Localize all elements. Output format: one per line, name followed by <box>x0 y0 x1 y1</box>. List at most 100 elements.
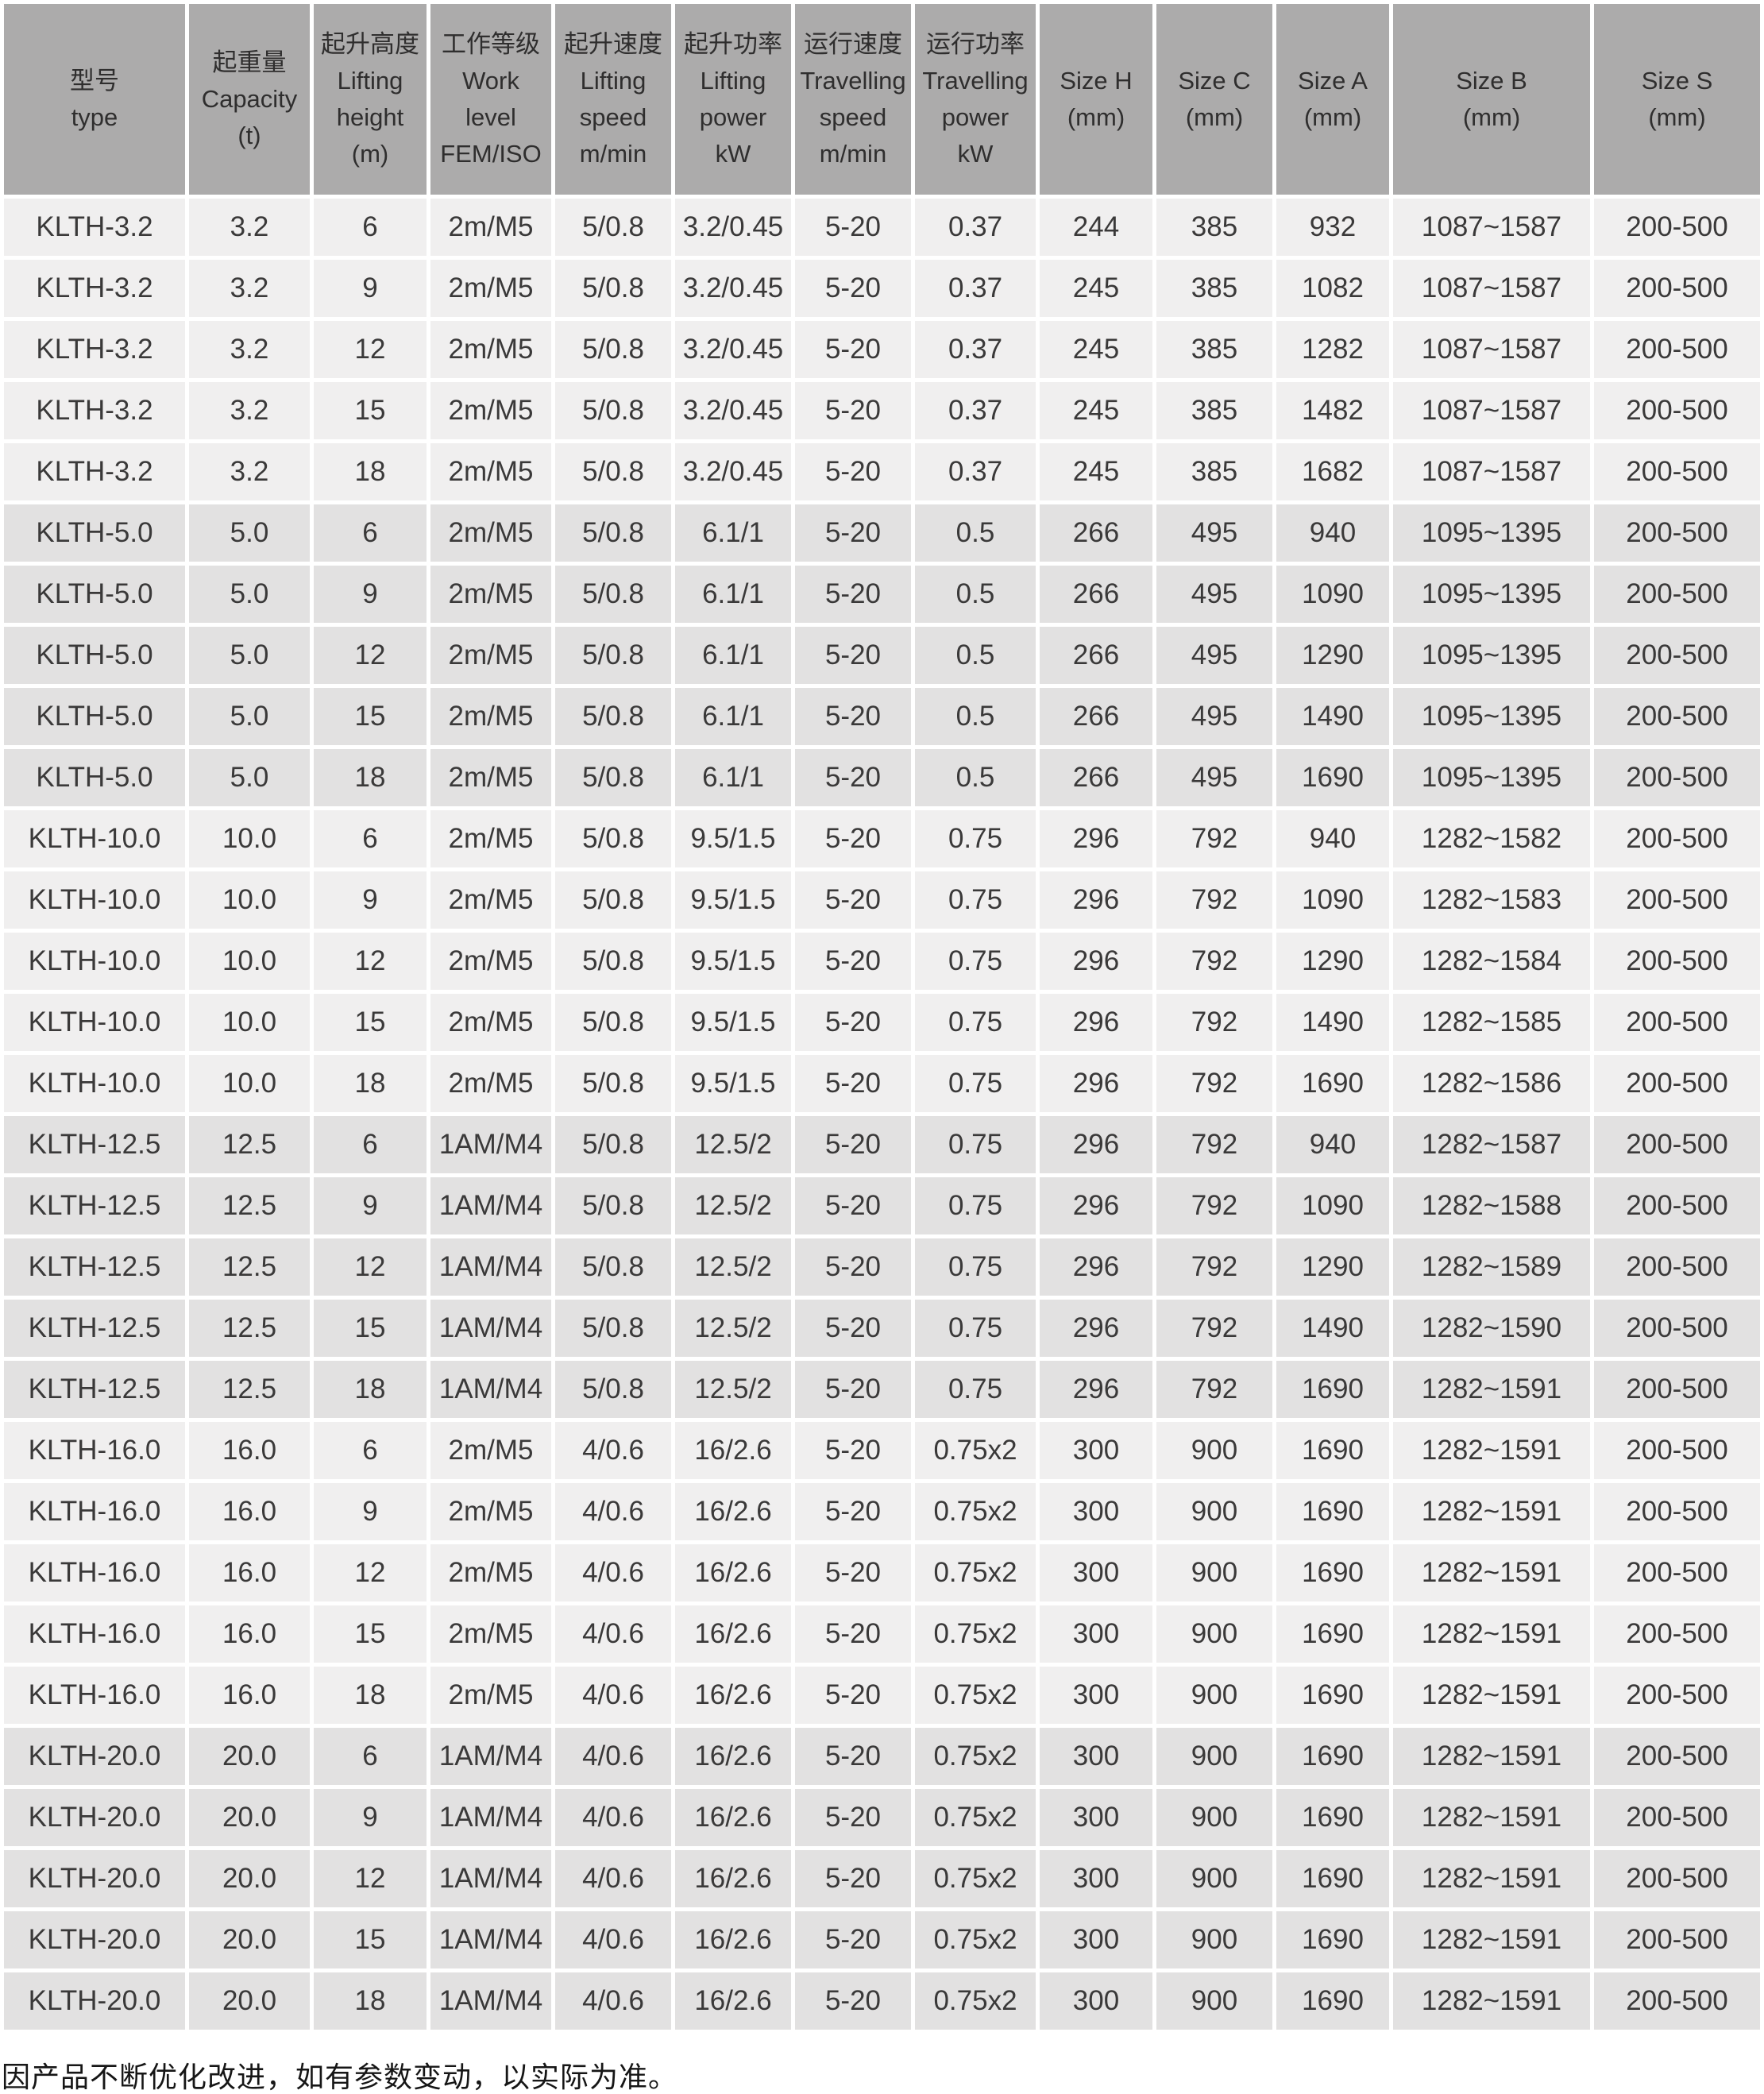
header-line: (t) <box>237 122 261 149</box>
cell-size-a: 1690 <box>1276 749 1389 806</box>
cell-size-h: 245 <box>1040 382 1152 439</box>
cell-type: KLTH-20.0 <box>4 1850 185 1907</box>
column-header-lifting-speed: 起升速度 Lifting speed m/min <box>555 4 671 195</box>
cell-work-level: 2m/M5 <box>430 1605 551 1663</box>
cell-capacity: 10.0 <box>189 810 310 867</box>
cell-travelling-speed: 5-20 <box>795 1116 911 1173</box>
cell-size-c: 495 <box>1156 749 1272 806</box>
cell-size-b: 1282~1591 <box>1393 1789 1590 1846</box>
cell-lifting-speed: 5/0.8 <box>555 871 671 929</box>
cell-work-level: 2m/M5 <box>430 994 551 1051</box>
column-header-size-a: Size A (mm) <box>1276 4 1389 195</box>
cell-capacity: 16.0 <box>189 1483 310 1540</box>
cell-work-level: 1AM/M4 <box>430 1850 551 1907</box>
cell-type: KLTH-12.5 <box>4 1177 185 1234</box>
cell-lifting-power: 6.1/1 <box>675 627 791 684</box>
cell-size-b: 1282~1585 <box>1393 994 1590 1051</box>
cell-travelling-power: 0.75 <box>915 1177 1036 1234</box>
cell-size-h: 266 <box>1040 504 1152 562</box>
cell-travelling-speed: 5-20 <box>795 504 911 562</box>
cell-lifting-speed: 5/0.8 <box>555 504 671 562</box>
cell-size-b: 1282~1591 <box>1393 1911 1590 1968</box>
cell-size-h: 245 <box>1040 443 1152 500</box>
cell-size-c: 900 <box>1156 1728 1272 1785</box>
cell-capacity: 20.0 <box>189 1972 310 2030</box>
header-line: 运行功率 <box>926 30 1025 58</box>
cell-work-level: 2m/M5 <box>430 382 551 439</box>
cell-type: KLTH-5.0 <box>4 688 185 745</box>
cell-lifting-power: 16/2.6 <box>675 1483 791 1540</box>
cell-type: KLTH-12.5 <box>4 1116 185 1173</box>
cell-size-a: 940 <box>1276 504 1389 562</box>
cell-work-level: 2m/M5 <box>430 1544 551 1601</box>
cell-size-b: 1087~1587 <box>1393 382 1590 439</box>
cell-size-c: 900 <box>1156 1605 1272 1663</box>
cell-capacity: 16.0 <box>189 1667 310 1724</box>
cell-type: KLTH-5.0 <box>4 566 185 623</box>
cell-size-a: 1690 <box>1276 1911 1389 1968</box>
cell-lifting-power: 12.5/2 <box>675 1238 791 1296</box>
cell-size-a: 1690 <box>1276 1055 1389 1112</box>
cell-lifting-power: 12.5/2 <box>675 1300 791 1357</box>
cell-lifting-power: 3.2/0.45 <box>675 199 791 256</box>
cell-travelling-speed: 5-20 <box>795 1483 911 1540</box>
cell-size-c: 792 <box>1156 1116 1272 1173</box>
cell-capacity: 20.0 <box>189 1850 310 1907</box>
cell-type: KLTH-10.0 <box>4 810 185 867</box>
column-header-travelling-speed: 运行速度 Travelling speed m/min <box>795 4 911 195</box>
table-row: KLTH-20.0 20.0 6 1AM/M4 4/0.6 16/2.6 5-20 0.75x… <box>4 1728 1760 1785</box>
cell-type: KLTH-3.2 <box>4 382 185 439</box>
cell-travelling-power: 0.5 <box>915 749 1036 806</box>
header-line: Lifting <box>700 67 766 95</box>
cell-size-h: 266 <box>1040 627 1152 684</box>
cell-capacity: 12.5 <box>189 1177 310 1234</box>
cell-travelling-speed: 5-20 <box>795 1300 911 1357</box>
cell-lifting-power: 9.5/1.5 <box>675 1055 791 1112</box>
cell-type: KLTH-3.2 <box>4 443 185 500</box>
header-line: Lifting <box>580 67 647 95</box>
cell-travelling-power: 0.37 <box>915 199 1036 256</box>
cell-capacity: 3.2 <box>189 260 310 317</box>
cell-travelling-power: 0.75x2 <box>915 1789 1036 1846</box>
cell-work-level: 2m/M5 <box>430 749 551 806</box>
cell-capacity: 10.0 <box>189 1055 310 1112</box>
cell-size-h: 296 <box>1040 1300 1152 1357</box>
cell-size-h: 300 <box>1040 1544 1152 1601</box>
header-line: speed <box>819 103 887 131</box>
cell-size-s: 200-500 <box>1594 1300 1760 1357</box>
cell-lifting-speed: 4/0.6 <box>555 1422 671 1479</box>
cell-lifting-height: 18 <box>314 1361 427 1418</box>
cell-size-s: 200-500 <box>1594 1177 1760 1234</box>
cell-travelling-power: 0.5 <box>915 566 1036 623</box>
header-line: 起升高度 <box>321 30 419 58</box>
cell-size-c: 792 <box>1156 933 1272 990</box>
cell-lifting-power: 9.5/1.5 <box>675 994 791 1051</box>
table-row: KLTH-20.0 20.0 15 1AM/M4 4/0.6 16/2.6 5-20 0.75… <box>4 1911 1760 1968</box>
cell-size-s: 200-500 <box>1594 871 1760 929</box>
cell-lifting-height: 9 <box>314 1789 427 1846</box>
header-line: 工作等级 <box>442 30 540 58</box>
cell-size-h: 300 <box>1040 1911 1152 1968</box>
cell-travelling-power: 0.75x2 <box>915 1483 1036 1540</box>
cell-lifting-power: 16/2.6 <box>675 1728 791 1785</box>
cell-work-level: 2m/M5 <box>430 260 551 317</box>
cell-size-a: 1490 <box>1276 1300 1389 1357</box>
cell-size-c: 900 <box>1156 1911 1272 1968</box>
cell-size-c: 900 <box>1156 1667 1272 1724</box>
cell-capacity: 10.0 <box>189 871 310 929</box>
cell-size-h: 245 <box>1040 321 1152 378</box>
cell-travelling-power: 0.75 <box>915 1361 1036 1418</box>
cell-lifting-speed: 5/0.8 <box>555 321 671 378</box>
cell-lifting-height: 12 <box>314 1238 427 1296</box>
cell-lifting-height: 15 <box>314 994 427 1051</box>
table-row: KLTH-20.0 20.0 9 1AM/M4 4/0.6 16/2.6 5-20 0.75x… <box>4 1789 1760 1846</box>
cell-size-s: 200-500 <box>1594 1911 1760 1968</box>
cell-work-level: 1AM/M4 <box>430 1300 551 1357</box>
cell-type: KLTH-5.0 <box>4 749 185 806</box>
cell-size-s: 200-500 <box>1594 321 1760 378</box>
cell-size-c: 900 <box>1156 1483 1272 1540</box>
cell-size-s: 200-500 <box>1594 260 1760 317</box>
cell-travelling-power: 0.75x2 <box>915 1972 1036 2030</box>
cell-size-a: 1690 <box>1276 1483 1389 1540</box>
table-row: KLTH-16.0 16.0 6 2m/M5 4/0.6 16/2.6 5-20 0.75x2… <box>4 1422 1760 1479</box>
